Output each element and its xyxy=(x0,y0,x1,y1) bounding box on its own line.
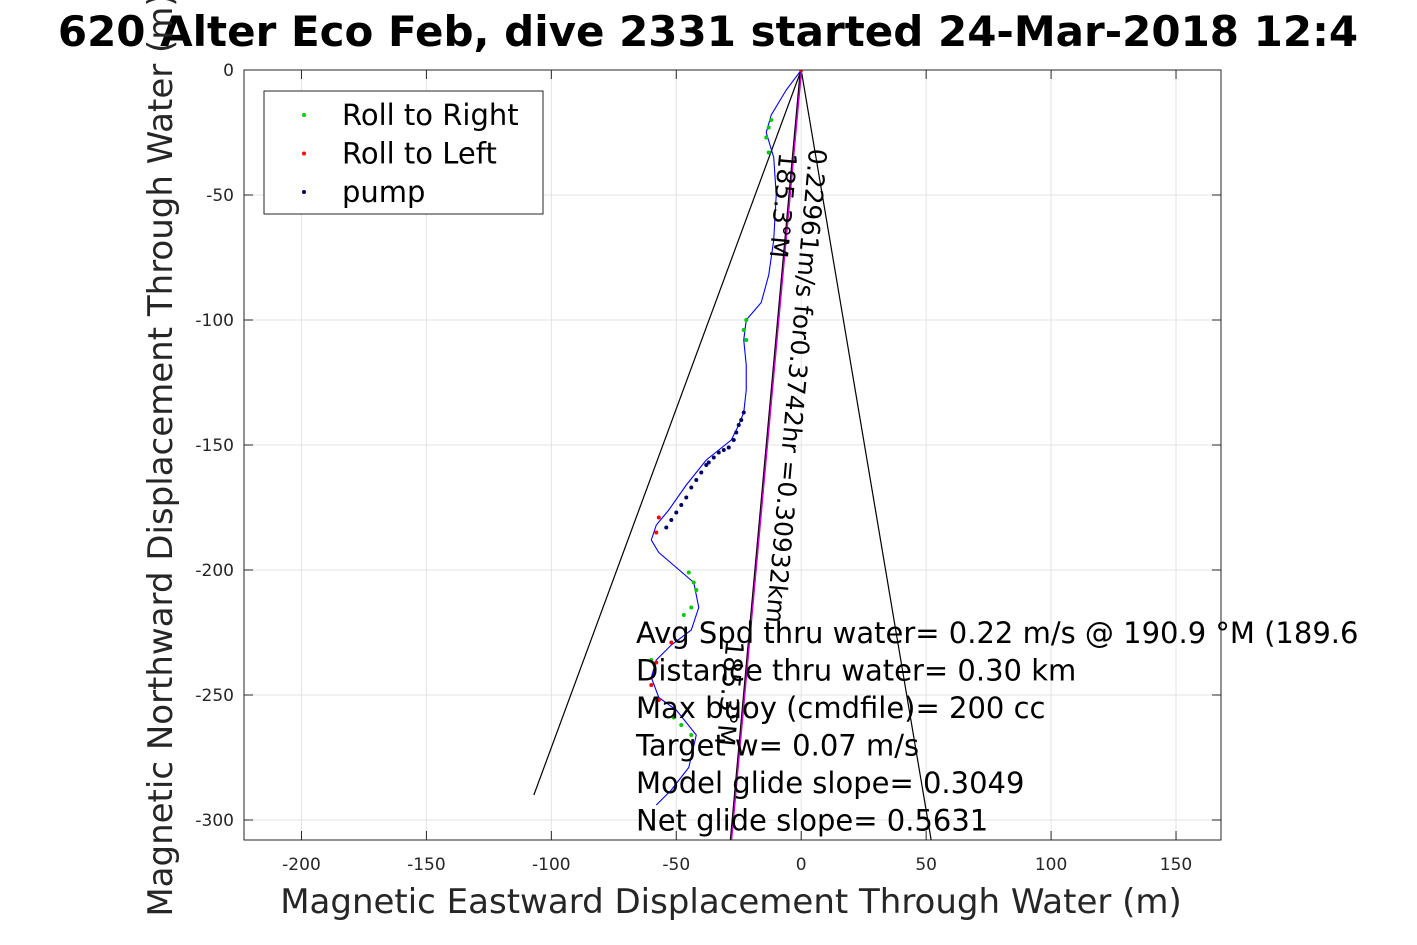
glider-track-line xyxy=(650,70,802,806)
pump-point xyxy=(684,495,689,500)
roll-right-point xyxy=(766,125,771,130)
roll-right-point xyxy=(681,613,686,617)
pump-point xyxy=(741,410,746,415)
x-tick-label: 100 xyxy=(1035,855,1067,875)
markers xyxy=(649,70,804,737)
x-tick-label: -50 xyxy=(662,855,690,875)
legend-label: Roll to Right xyxy=(342,98,519,132)
x-tick-label: 50 xyxy=(915,855,937,875)
reference-lines xyxy=(533,70,932,840)
pump-point xyxy=(664,525,669,530)
y-tick-label: -50 xyxy=(206,186,234,206)
roll-right-point xyxy=(766,150,771,155)
roll-left-point xyxy=(656,515,661,520)
axis-ticks: -200 -150 -100 -50 0 50 100 150 0 -50 -100 -150 -200… xyxy=(195,61,1221,875)
y-tick-label: -250 xyxy=(195,686,234,706)
legend-marker xyxy=(302,190,306,194)
pump-point xyxy=(739,418,744,422)
pump-point xyxy=(679,503,684,507)
roll-right-point xyxy=(744,338,749,342)
pump-point xyxy=(704,463,709,467)
axes-frame xyxy=(243,69,1222,841)
pump-point xyxy=(716,450,721,455)
cone-left-line xyxy=(533,70,802,796)
roll-right-point xyxy=(694,588,699,592)
model-heading-line-edge xyxy=(729,70,801,840)
legend-label: Roll to Left xyxy=(342,137,497,171)
pump-point xyxy=(711,455,716,460)
pump-point xyxy=(721,448,726,452)
roll-right-point xyxy=(769,118,774,122)
stats-line: Target w= 0.07 m/s xyxy=(635,729,919,763)
roll-right-point xyxy=(741,328,746,332)
x-axis-label: Magnetic Eastward Displacement Through W… xyxy=(280,882,1182,922)
stats-line: Net glide slope= 0.5631 xyxy=(636,804,988,838)
roll-left-point xyxy=(654,530,659,535)
legend-label: pump xyxy=(342,175,425,209)
pump-point xyxy=(736,423,741,427)
legend-marker xyxy=(302,151,306,156)
legend-marker xyxy=(302,113,306,117)
pump-point xyxy=(689,485,694,490)
stats-block: Avg Spd thru water= 0.22 m/s @ 190.9 °M … xyxy=(635,616,1358,838)
y-tick-label: 0 xyxy=(223,61,234,81)
roll-left-point xyxy=(656,698,661,702)
roll-right-point xyxy=(686,570,691,575)
model-heading-line xyxy=(730,70,803,840)
chart-title: 620 Alter Eco Feb, dive 2331 started 24-… xyxy=(58,7,1358,56)
stats-line: Avg Spd thru water= 0.22 m/s @ 190.9 °M … xyxy=(636,616,1358,650)
x-tick-label: 150 xyxy=(1160,855,1192,875)
y-tick-label: -150 xyxy=(195,436,234,456)
x-tick-label: -100 xyxy=(532,855,571,875)
roll-right-point xyxy=(689,605,694,610)
x-tick-label: -150 xyxy=(407,855,446,875)
roll-right-point xyxy=(744,318,749,322)
legend-box xyxy=(263,90,544,215)
pump-point xyxy=(694,478,699,482)
stats-line: Distance thru water= 0.30 km xyxy=(636,654,1076,688)
y-tick-label: -100 xyxy=(195,311,234,331)
pump-point xyxy=(734,430,739,435)
legend: Roll to Right Roll to Left pump xyxy=(263,90,544,215)
roll-left-point xyxy=(654,660,659,665)
pump-point xyxy=(669,518,674,522)
roll-right-point xyxy=(764,135,769,140)
pump-point xyxy=(706,460,711,465)
pump-point xyxy=(674,510,679,515)
pump-point xyxy=(699,470,704,475)
y-tick-label: -200 xyxy=(195,561,234,581)
roll-right-point xyxy=(671,715,676,720)
roll-right-point xyxy=(691,580,696,585)
pump-point xyxy=(731,438,736,442)
stats-line: Max buoy (cmdfile)= 200 cc xyxy=(636,691,1045,725)
x-tick-label: -200 xyxy=(282,855,321,875)
y-tick-label: -300 xyxy=(195,811,234,831)
cone-right-line xyxy=(800,70,932,840)
roll-right-point xyxy=(689,733,694,737)
roll-left-point xyxy=(669,640,674,645)
roll-right-point xyxy=(679,723,684,727)
y-axis-label: Magnetic Northward Displacement Through … xyxy=(141,0,181,917)
x-tick-label: 0 xyxy=(796,855,807,875)
roll-left-point xyxy=(649,683,654,687)
roll-right-point xyxy=(649,658,654,662)
pump-point xyxy=(726,445,731,450)
stats-line: Model glide slope= 0.3049 xyxy=(636,766,1024,800)
